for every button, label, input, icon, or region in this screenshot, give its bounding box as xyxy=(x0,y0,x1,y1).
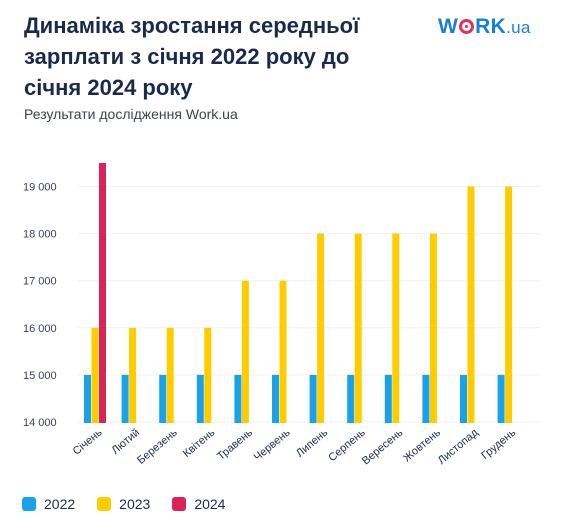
legend-label: 2023 xyxy=(119,496,151,512)
bar-2022-3 xyxy=(159,374,167,423)
x-tick-label: Березень xyxy=(135,426,180,466)
legend-label: 2022 xyxy=(44,496,76,512)
bar-2024-1 xyxy=(99,162,106,423)
bar-2022-12 xyxy=(497,374,505,423)
legend-swatch xyxy=(97,497,112,511)
y-tick-label: 14 000 xyxy=(23,417,57,429)
bar-2023-10 xyxy=(429,233,437,423)
bar-2023-5 xyxy=(241,280,249,423)
x-tick-label: Червень xyxy=(252,426,293,463)
bar-2023-7 xyxy=(317,233,325,423)
x-tick-label: Січень xyxy=(71,426,105,457)
x-tick-label: Листопад xyxy=(436,426,481,467)
logo-text-ua: .ua xyxy=(506,18,531,37)
bar-2022-4 xyxy=(196,374,204,423)
bar-chart: 14 000 15 000 16 000 17 000 18 000 19 000 Січе… xyxy=(23,162,540,467)
bar-2022-10 xyxy=(422,374,430,423)
x-tick-label: Квітень xyxy=(181,426,218,459)
legend-swatch xyxy=(172,497,187,511)
y-tick-label: 15 000 xyxy=(23,370,57,382)
bar-2022-8 xyxy=(347,374,355,423)
x-tick-label: Лютий xyxy=(110,427,143,457)
x-tick-label: Липень xyxy=(294,426,330,459)
y-tick-label: 17 000 xyxy=(23,276,57,288)
bar-2022-5 xyxy=(234,374,242,423)
bar-2022-7 xyxy=(309,374,317,423)
x-tick-label: Вересень xyxy=(360,426,406,467)
x-tick-label: Грудень xyxy=(479,426,518,462)
work-ua-logo[interactable]: W RK.ua xyxy=(438,15,531,39)
bar-2022-9 xyxy=(384,374,392,423)
bar-2023-4 xyxy=(204,327,212,423)
chart-legend: 2022 2023 2024 xyxy=(22,496,225,512)
legend-label: 2024 xyxy=(194,496,226,512)
chart-subtitle: Результати дослідження Work.ua xyxy=(24,106,238,122)
bar-2022-11 xyxy=(460,374,467,423)
y-tick-label: 16 000 xyxy=(23,323,57,335)
legend-item-2022: 2022 xyxy=(22,496,75,512)
legend-item-2023: 2023 xyxy=(97,496,150,512)
bar-2023-2 xyxy=(129,327,137,423)
bar-2023-1 xyxy=(91,327,99,423)
y-tick-label: 18 000 xyxy=(23,229,57,241)
bar-2022-2 xyxy=(121,374,129,423)
bar-2023-11 xyxy=(467,186,475,423)
legend-swatch xyxy=(22,497,36,511)
bar-2023-6 xyxy=(279,280,287,423)
bar-2022-1 xyxy=(84,374,91,423)
logo-target-icon xyxy=(459,19,475,34)
chart-title: Динаміка зростання середньої зарплати з … xyxy=(24,13,360,100)
logo-text-rk: RK xyxy=(475,15,507,38)
bar-2023-9 xyxy=(392,233,400,423)
bar-2023-12 xyxy=(505,186,513,423)
logo-text-w: W xyxy=(438,15,459,38)
legend-item-2024: 2024 xyxy=(172,496,225,512)
bar-2022-6 xyxy=(272,374,279,423)
y-tick-label: 19 000 xyxy=(23,182,57,194)
bar-2023-3 xyxy=(166,327,174,423)
x-tick-label: Травень xyxy=(215,426,255,462)
bar-2023-8 xyxy=(354,233,362,423)
